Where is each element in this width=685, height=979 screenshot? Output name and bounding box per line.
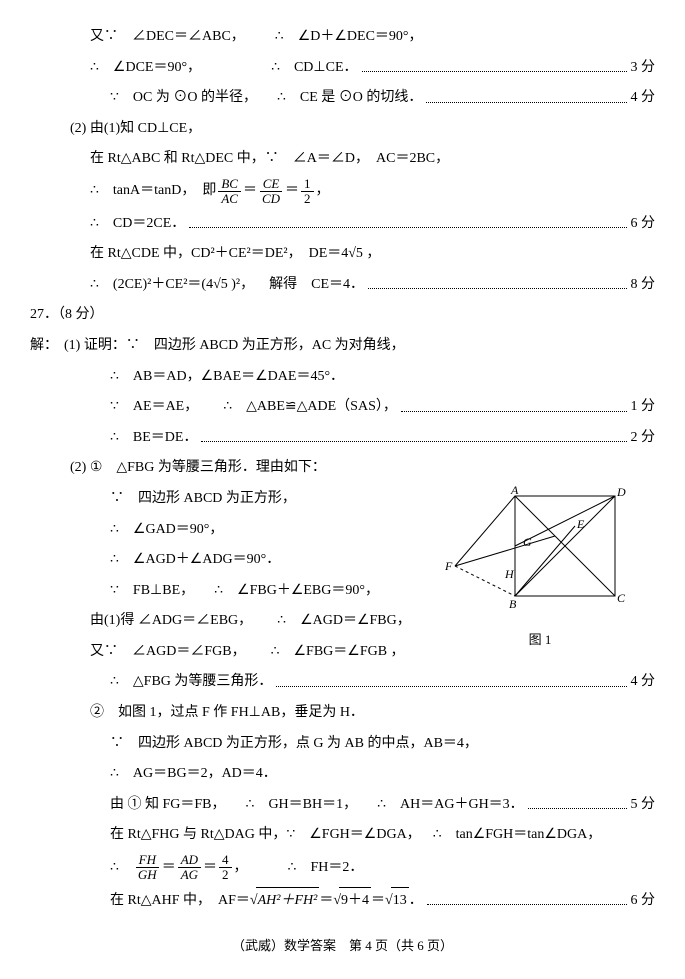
- line-27-head: 解： (1) 证明：∵ 四边形 ABCD 为正方形，AC 为对角线，: [30, 333, 655, 360]
- dots: [201, 440, 626, 442]
- dots: [189, 226, 626, 228]
- line-26-3: ∵ OC 为 ⊙O 的半径， ∴ CE 是 ⊙O 的切线． 4 分: [110, 85, 655, 112]
- svg-text:A: A: [510, 486, 519, 497]
- score: 1 分: [631, 394, 656, 421]
- t: ∴ ∠D＋∠DEC＝90°，: [275, 24, 423, 51]
- score: 4 分: [631, 669, 656, 696]
- frac: 12: [301, 177, 314, 207]
- t: ∴ △ABE≌△ADE（SAS），: [223, 394, 397, 421]
- t: 解得 CE＝4．: [269, 272, 364, 299]
- line-26-2: ∴ ∠DCE＝90°， ∴ CD⊥CE． 3 分: [90, 55, 655, 82]
- figure-svg: A D C B F G H E: [445, 486, 635, 626]
- figure-caption: 图 1: [445, 628, 635, 653]
- t: (2) 由(1)知 CD⊥CE，: [70, 116, 201, 143]
- t: ，: [316, 178, 330, 205]
- svg-text:D: D: [616, 486, 626, 499]
- frac: ADAG: [178, 853, 201, 883]
- t: 在 Rt△CDE 中，CD²＋CE²＝DE²， DE＝4√5 ，: [90, 241, 380, 268]
- dots: [528, 807, 627, 809]
- t: (2) ① △FBG 为等腰三角形．理由如下：: [70, 455, 326, 482]
- dots: [427, 903, 627, 905]
- dots: [426, 101, 626, 103]
- line-26-8: ∴ (2CE)²＋CE²＝(4√5 )²， 解得 CE＝4． 8 分: [90, 272, 655, 299]
- line-27-3: ∴ BE＝DE． 2 分: [110, 425, 655, 452]
- line-27-15: ∴ FHGH ＝ ADAG ＝ 42 ， ∴ FH＝2．: [110, 853, 655, 883]
- line-26-6: ∴ CD＝2CE． 6 分: [90, 211, 655, 238]
- line-27-14: 在 Rt△FHG 与 Rt△DAG 中， ∵ ∠FGH＝∠DGA， ∴ tan∠…: [110, 822, 655, 849]
- t: 解：: [30, 333, 58, 360]
- score: 3 分: [631, 55, 656, 82]
- t: (1) 证明：∵ 四边形 ABCD 为正方形，AC 为对角线，: [64, 333, 405, 360]
- dots: [368, 287, 626, 289]
- t: ∵ AE＝AE，: [110, 394, 198, 421]
- figure-1: A D C B F G H E 图 1: [445, 486, 635, 653]
- t: ∵ OC 为 ⊙O 的半径，: [110, 85, 257, 112]
- line-27-p2h: (2) ① △FBG 为等腰三角形．理由如下：: [70, 455, 655, 482]
- svg-text:H: H: [504, 567, 515, 581]
- t: ∴ tanA＝tanD， 即: [90, 178, 216, 205]
- line-27-2: ∵ AE＝AE， ∴ △ABE≌△ADE（SAS）， 1 分: [110, 394, 655, 421]
- line-27-p2b: ② 如图 1，过点 F 作 FH⊥AB，垂足为 H．: [90, 700, 655, 727]
- line-27-10: ∴ △FBG 为等腰三角形． 4 分: [110, 669, 655, 696]
- line-26-1: 又∵ ∠DEC＝∠ABC， ∴ ∠D＋∠DEC＝90°，: [90, 24, 655, 51]
- t: ∴ CD⊥CE．: [271, 55, 357, 82]
- t: 在 Rt△ABC 和 Rt△DEC 中，∵ ∠A＝∠D， AC＝2BC，: [90, 146, 449, 173]
- t: ∴ ∠DCE＝90°，: [90, 55, 201, 82]
- t: ∴ AB＝AD，∠BAE＝∠DAE＝45°．: [110, 364, 344, 391]
- t: ∴ BE＝DE．: [110, 425, 197, 452]
- t: 又∵ ∠DEC＝∠ABC，: [90, 24, 245, 51]
- frac: 42: [219, 853, 232, 883]
- line-27-13: 由 ① 知 FG＝FB， ∴ GH＝BH＝1， ∴ AH＝AG＋GH＝3． 5 …: [110, 792, 655, 819]
- line-26-4: 在 Rt△ABC 和 Rt△DEC 中，∵ ∠A＝∠D， AC＝2BC，: [90, 146, 655, 173]
- line-26-7: 在 Rt△CDE 中，CD²＋CE²＝DE²， DE＝4√5 ，: [90, 241, 655, 268]
- score: 8 分: [631, 272, 656, 299]
- dots: [401, 410, 627, 412]
- t: ∴ (2CE)²＋CE²＝(4√5 )²，: [90, 272, 254, 299]
- score: 5 分: [631, 792, 656, 819]
- dots: [276, 685, 626, 687]
- frac: BCAC: [218, 177, 241, 207]
- svg-text:F: F: [445, 559, 453, 573]
- line-26-5: ∴ tanA＝tanD， 即 BCAC ＝ CECD ＝ 12 ，: [90, 177, 655, 207]
- score: 6 分: [631, 888, 656, 915]
- line-27-16: 在 Rt△AHF 中， AF＝ AH²＋FH² ＝ 9＋4 ＝ 13 ． 6 分: [110, 887, 655, 915]
- score: 2 分: [631, 425, 656, 452]
- t: ∴ CD＝2CE．: [90, 211, 185, 238]
- t: ∴ CE 是 ⊙O 的切线．: [277, 85, 422, 112]
- problem-27-num: 27．（8 分）: [30, 302, 655, 329]
- score: 6 分: [631, 211, 656, 238]
- line-27-1: ∴ AB＝AD，∠BAE＝∠DAE＝45°．: [110, 364, 655, 391]
- svg-text:B: B: [509, 597, 517, 611]
- t: 27．（8 分）: [30, 302, 104, 329]
- figure-wrap: A D C B F G H E 图 1 ∵ 四边形 ABCD 为正方形， ∴ ∠…: [30, 486, 655, 635]
- score: 4 分: [631, 85, 656, 112]
- svg-text:E: E: [576, 517, 585, 531]
- line-26-part2: (2) 由(1)知 CD⊥CE，: [70, 116, 655, 143]
- page-footer: （武威）数学答案 第 4 页（共 6 页）: [30, 934, 655, 959]
- svg-text:G: G: [523, 535, 532, 549]
- svg-text:C: C: [617, 591, 626, 605]
- line-27-11: ∵ 四边形 ABCD 为正方形，点 G 为 AB 的中点，AB＝4，: [110, 731, 655, 758]
- dots: [362, 70, 627, 72]
- frac: FHGH: [135, 853, 160, 883]
- frac: CECD: [259, 177, 283, 207]
- line-27-12: ∴ AG＝BG＝2，AD＝4．: [110, 761, 655, 788]
